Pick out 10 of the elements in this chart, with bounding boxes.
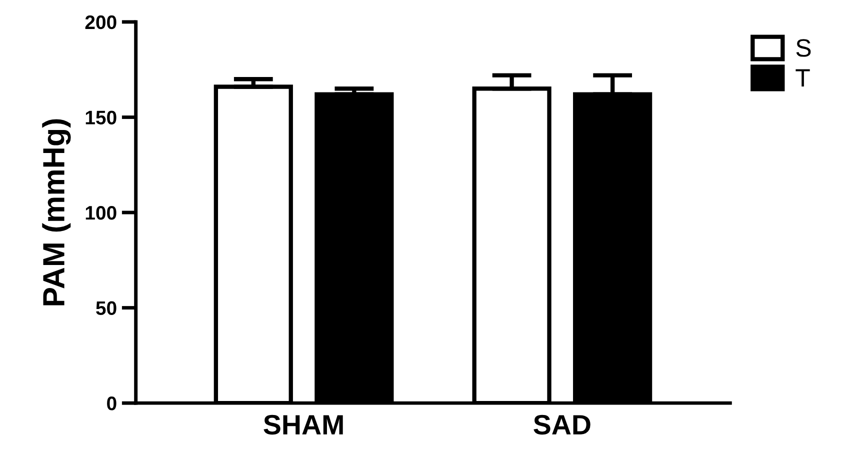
legend-label: T [796,69,810,86]
x-tick-label: SHAM [264,414,343,435]
y-tick-label: 150 [86,110,116,124]
y-tick-label: 50 [96,301,116,316]
y-axis-title: PAM (mmHg) [42,119,71,306]
legend-label: S [796,39,811,57]
y-tick-label: 100 [86,206,116,220]
y-tick-label: 200 [85,15,116,30]
x-tick-label: SAD [534,414,590,435]
y-tick-label: 0 [107,396,116,410]
